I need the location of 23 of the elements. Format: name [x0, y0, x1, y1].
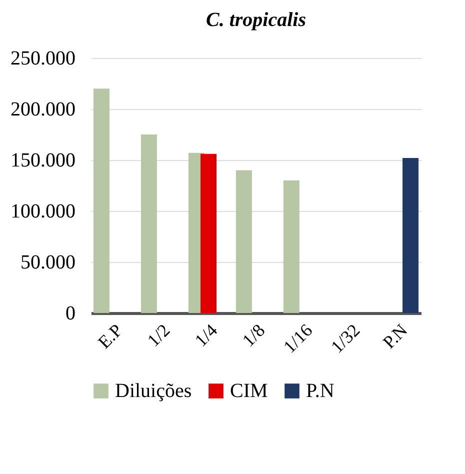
bar	[283, 180, 300, 313]
bar	[200, 154, 217, 313]
bar	[140, 134, 157, 313]
x-tick-label: 1/2	[143, 320, 174, 350]
y-tick-label: 200.000	[10, 98, 76, 120]
x-tick-label: 1/8	[238, 320, 269, 350]
y-tick-label: 250.000	[10, 48, 76, 70]
legend-label: Diluições	[115, 380, 192, 402]
y-tick-label: 50.000	[20, 252, 76, 274]
x-tick-label: P.N	[378, 320, 412, 352]
legend-label: P.N	[306, 380, 334, 402]
bar	[402, 158, 419, 313]
legend-label: CIM	[230, 380, 268, 402]
x-tick-label: 1/32	[326, 320, 364, 357]
x-tick-label: E.P	[94, 320, 126, 352]
chart-title: C. tropicalis	[206, 9, 306, 31]
y-tick-label: 150.000	[10, 150, 76, 172]
bar	[236, 170, 252, 313]
bar	[93, 88, 110, 313]
x-tick-label: 1/4	[190, 320, 222, 350]
x-tick-label: 1/16	[279, 320, 316, 357]
y-tick-label: 0	[66, 302, 76, 324]
y-tick-label: 100.000	[10, 200, 76, 222]
